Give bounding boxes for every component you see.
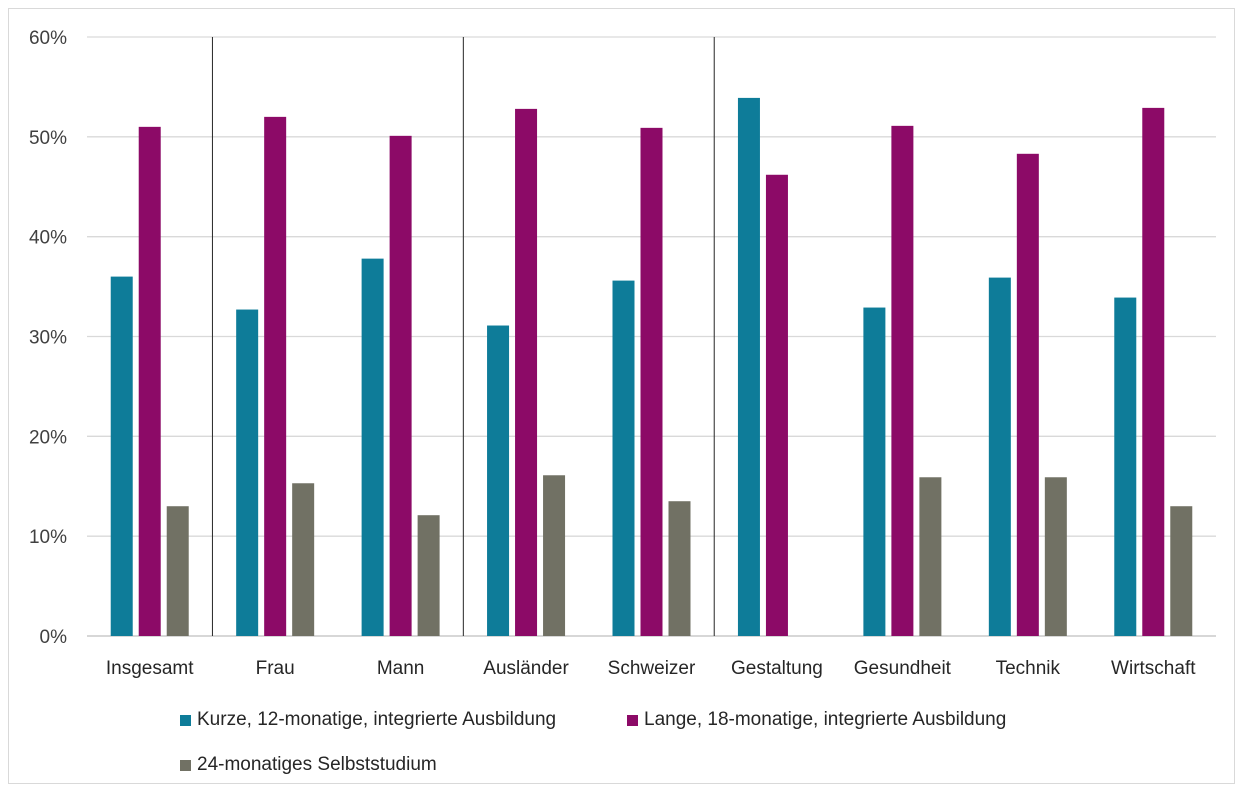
x-tick-label: Mann xyxy=(377,658,425,679)
y-tick-label: 10% xyxy=(29,527,67,548)
y-axis-ticks: 0% 10% 20% 30% 40% 50% 60% xyxy=(29,28,67,648)
bar xyxy=(264,116,287,636)
legend-item-selbststudium: 24-monatiges Selbststudium xyxy=(180,754,437,776)
x-tick-label: Gestaltung xyxy=(731,658,823,679)
bar xyxy=(1016,153,1039,636)
x-axis-labels: Insgesamt Frau Mann Ausländer Schweizer Gesta… xyxy=(106,658,1196,679)
bar xyxy=(891,125,914,636)
bar xyxy=(361,258,384,636)
x-tick-label: Ausländer xyxy=(483,658,569,679)
bar xyxy=(988,277,1011,636)
y-tick-label: 20% xyxy=(29,427,67,448)
legend-item-lange: Lange, 18-monatige, integrierte Ausbildu… xyxy=(627,709,1006,731)
legend-label-kurze: Kurze, 12-monatige, integrierte Ausbildu… xyxy=(197,709,557,730)
bar xyxy=(417,515,440,636)
bar xyxy=(1044,477,1067,636)
group-separators xyxy=(211,37,715,636)
legend-swatch-lange xyxy=(627,714,638,726)
x-tick-label: Frau xyxy=(256,658,295,679)
y-tick-label: 0% xyxy=(40,627,68,648)
bar xyxy=(487,325,510,636)
bar xyxy=(668,501,691,636)
bar xyxy=(110,276,133,636)
legend-label-selbststudium: 24-monatiges Selbststudium xyxy=(197,754,437,775)
y-tick-label: 50% xyxy=(29,128,67,149)
y-tick-label: 40% xyxy=(29,228,67,249)
bars xyxy=(110,97,1193,637)
y-tick-label: 60% xyxy=(29,28,67,49)
bar xyxy=(1114,297,1137,636)
bar xyxy=(543,475,566,636)
x-tick-label: Gesundheit xyxy=(854,658,952,679)
bar xyxy=(138,126,161,636)
legend-item-kurze: Kurze, 12-monatige, integrierte Ausbildu… xyxy=(180,709,556,731)
bar xyxy=(612,280,635,636)
legend-swatch-kurze xyxy=(180,714,191,726)
bar xyxy=(389,135,412,636)
x-tick-label: Schweizer xyxy=(608,658,696,679)
x-tick-label: Insgesamt xyxy=(106,658,194,679)
bar xyxy=(919,477,942,636)
legend-label-lange: Lange, 18-monatige, integrierte Ausbildu… xyxy=(644,709,1007,730)
bar xyxy=(765,174,788,636)
bar xyxy=(1142,107,1165,637)
bar xyxy=(737,97,760,637)
bar xyxy=(1170,506,1193,636)
bar xyxy=(292,483,315,636)
bar xyxy=(863,307,886,636)
legend-swatch-selbststudium xyxy=(180,759,191,771)
bar xyxy=(166,506,189,636)
bar xyxy=(515,108,538,636)
x-tick-label: Wirtschaft xyxy=(1111,658,1196,679)
bar xyxy=(640,127,663,637)
x-tick-label: Technik xyxy=(996,658,1061,679)
y-tick-label: 30% xyxy=(29,328,67,349)
bar xyxy=(236,309,259,636)
